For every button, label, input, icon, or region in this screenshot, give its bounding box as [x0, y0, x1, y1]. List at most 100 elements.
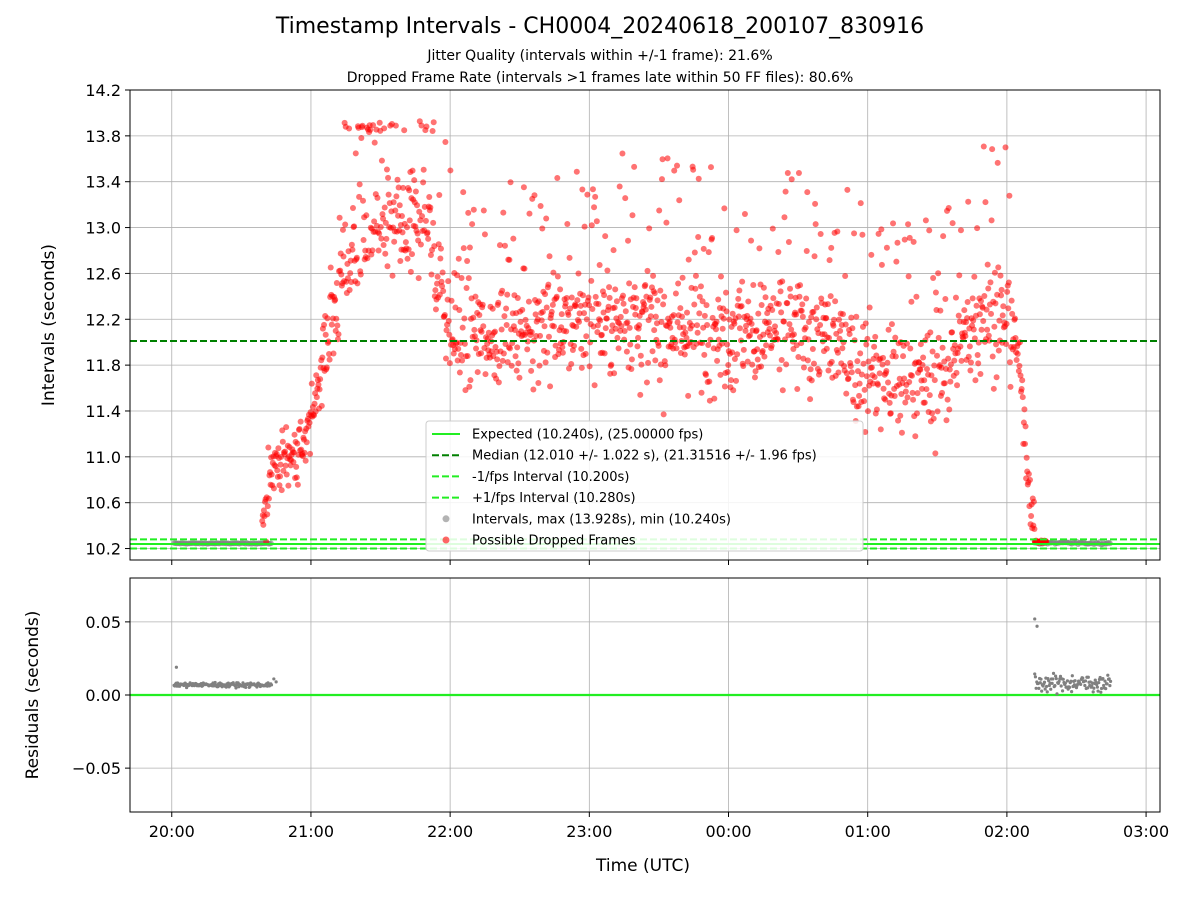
dropped-frame-point [385, 174, 392, 181]
dropped-frame-point [839, 345, 846, 352]
dropped-frame-point [817, 322, 824, 329]
dropped-frame-point [844, 186, 851, 193]
dropped-frame-point [853, 313, 860, 320]
dropped-frame-point [848, 314, 855, 321]
dropped-frame-point [454, 272, 461, 279]
dropped-frame-point [817, 231, 824, 238]
dropped-frame-point [954, 382, 961, 389]
dropped-frame-point [270, 485, 277, 492]
dropped-frame-point [705, 249, 712, 256]
dropped-frame-point [832, 298, 839, 305]
dropped-frame-point [459, 357, 466, 364]
dropped-frame-point [457, 352, 464, 359]
dropped-frame-point [712, 326, 719, 333]
dropped-frame-point [928, 372, 935, 379]
dropped-frame-point [455, 345, 462, 352]
dropped-frame-point [790, 331, 797, 338]
dropped-frame-point [492, 344, 499, 351]
dropped-frame-point [725, 361, 732, 368]
dropped-frame-point [998, 286, 1005, 293]
dropped-frame-point [692, 285, 699, 292]
dropped-frame-point [333, 315, 340, 322]
dropped-frame-point [319, 354, 326, 361]
dropped-frame-point [437, 255, 444, 262]
dropped-frame-point [880, 385, 887, 392]
residual-point [1104, 687, 1108, 691]
dropped-frame-point [961, 307, 968, 314]
dropped-frame-point [274, 467, 281, 474]
dropped-frame-point [566, 365, 573, 372]
dropped-frame-point [385, 191, 392, 198]
dropped-frame-point [357, 271, 364, 278]
dropped-frame-point [741, 210, 748, 217]
dropped-frame-point [439, 283, 446, 290]
dropped-frame-point [408, 251, 415, 258]
dropped-frame-point [592, 293, 599, 300]
dropped-frame-point [917, 366, 924, 373]
dropped-frame-point [620, 292, 627, 299]
dropped-frame-point [481, 231, 488, 238]
dropped-frame-point [455, 255, 462, 262]
intervals-axes: 10.2 10.6 11.0 11.4 11.8 12.2 12.6 13.0 13.4 13.8… [39, 81, 1161, 565]
dropped-frame-point [456, 369, 463, 376]
dropped-frame-point [962, 333, 969, 340]
dropped-frame-point [420, 166, 427, 173]
dropped-frame-point [754, 346, 761, 353]
dropped-frame-point [705, 341, 712, 348]
dropped-frame-point [992, 300, 999, 307]
dropped-frame-point [949, 329, 956, 336]
dropped-frame-point [407, 268, 414, 275]
dropped-frame-point [503, 321, 510, 328]
dropped-frame-point [802, 324, 809, 331]
dropped-frame-point [760, 284, 767, 291]
dropped-frame-point [447, 167, 454, 174]
dropped-frame-point [293, 474, 300, 481]
dropped-frame-point [396, 202, 403, 209]
residual-point [213, 680, 217, 685]
dropped-frame-point [506, 345, 513, 352]
residual-point [1099, 690, 1103, 694]
dropped-frame-point [573, 323, 580, 330]
dropped-frame-point [422, 217, 429, 224]
dropped-frame-point [538, 317, 545, 324]
dropped-frame-point [589, 305, 596, 312]
dropped-frame-point [563, 294, 570, 301]
dropped-frame-point [714, 357, 721, 364]
dropped-frame-point [913, 410, 920, 417]
dropped-frame-point [729, 310, 736, 317]
dropped-frame-point [964, 299, 971, 306]
dropped-frame-point [584, 191, 591, 198]
dropped-frame-point [675, 280, 682, 287]
dropped-frame-point [381, 125, 388, 132]
dropped-frame-point [307, 450, 314, 457]
dropped-frame-point [723, 289, 730, 296]
legend-entry: -1/fps Interval (10.200s) [472, 470, 629, 485]
dropped-frame-point [998, 292, 1005, 299]
dropped-frame-point [559, 349, 566, 356]
dropped-frame-point [810, 308, 817, 315]
dropped-frame-point [367, 126, 374, 133]
dropped-frame-point [622, 308, 629, 315]
dropped-frame-point [731, 355, 738, 362]
dropped-frame-point [535, 380, 542, 387]
dropped-frame-point [778, 309, 785, 316]
dropped-frame-point [843, 370, 850, 377]
dropped-frame-point [601, 292, 608, 299]
dropped-frame-point [836, 316, 843, 323]
residual-point [174, 665, 178, 669]
dropped-frame-point [283, 424, 290, 431]
dropped-frame-point [489, 305, 496, 312]
dropped-frame-point [695, 234, 702, 241]
residual-point [1083, 679, 1088, 683]
dropped-frame-point [442, 355, 449, 362]
dropped-frame-point [514, 295, 521, 302]
dropped-frame-point [987, 279, 994, 286]
residual-point [1102, 683, 1106, 688]
dropped-frame-point [598, 331, 605, 338]
y-tick-label: 10.6 [85, 494, 121, 513]
y-tick-label: 11.4 [85, 402, 121, 421]
dropped-frame-point [612, 286, 619, 293]
dropped-frame-point [799, 301, 806, 308]
dropped-frame-point [585, 294, 592, 301]
dropped-frame-point [504, 291, 511, 298]
